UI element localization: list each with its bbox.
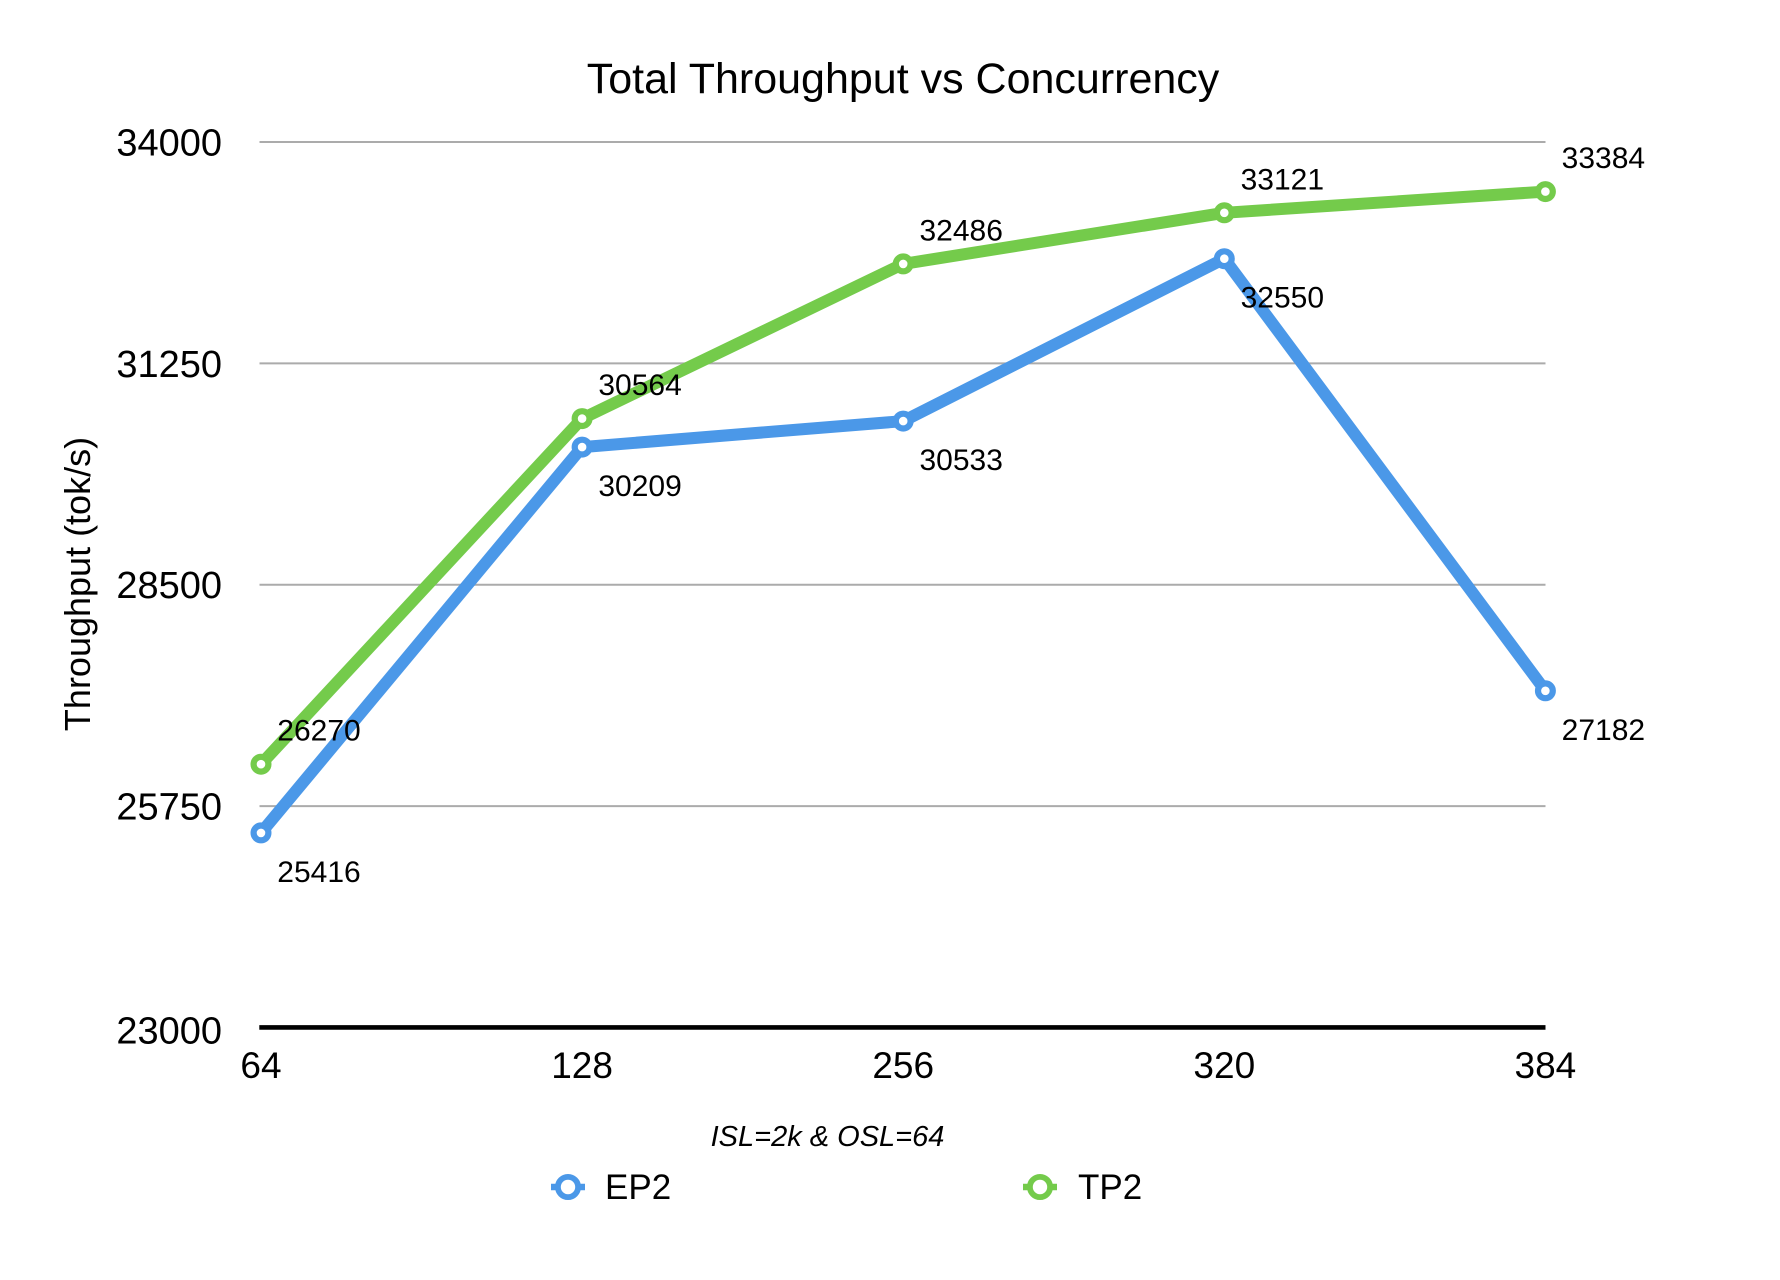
svg-text:30533: 30533 — [919, 444, 1002, 477]
svg-text:32486: 32486 — [919, 214, 1002, 247]
svg-text:TP2: TP2 — [1078, 1168, 1142, 1207]
svg-text:128: 128 — [551, 1045, 613, 1086]
svg-text:Throughput (tok/s): Throughput (tok/s) — [57, 437, 98, 731]
svg-text:Total Throughput vs Concurrenc: Total Throughput vs Concurrency — [587, 55, 1220, 103]
svg-text:ISL=2k & OSL=64: ISL=2k & OSL=64 — [711, 1121, 945, 1153]
svg-text:25416: 25416 — [277, 856, 360, 889]
svg-text:EP2: EP2 — [605, 1168, 671, 1207]
svg-text:384: 384 — [1515, 1045, 1577, 1086]
svg-text:320: 320 — [1193, 1045, 1255, 1086]
svg-text:256: 256 — [872, 1045, 934, 1086]
svg-text:33384: 33384 — [1562, 142, 1645, 175]
svg-text:28500: 28500 — [116, 565, 222, 607]
svg-text:23000: 23000 — [116, 1010, 222, 1052]
svg-text:64: 64 — [240, 1045, 281, 1086]
svg-text:32550: 32550 — [1241, 282, 1324, 315]
svg-text:27182: 27182 — [1562, 714, 1645, 747]
svg-text:30209: 30209 — [598, 470, 681, 503]
svg-text:30564: 30564 — [598, 369, 681, 402]
svg-text:31250: 31250 — [116, 344, 222, 386]
svg-text:26270: 26270 — [277, 715, 360, 748]
svg-text:33121: 33121 — [1241, 163, 1324, 196]
svg-text:25750: 25750 — [116, 787, 222, 829]
svg-text:34000: 34000 — [116, 123, 222, 165]
